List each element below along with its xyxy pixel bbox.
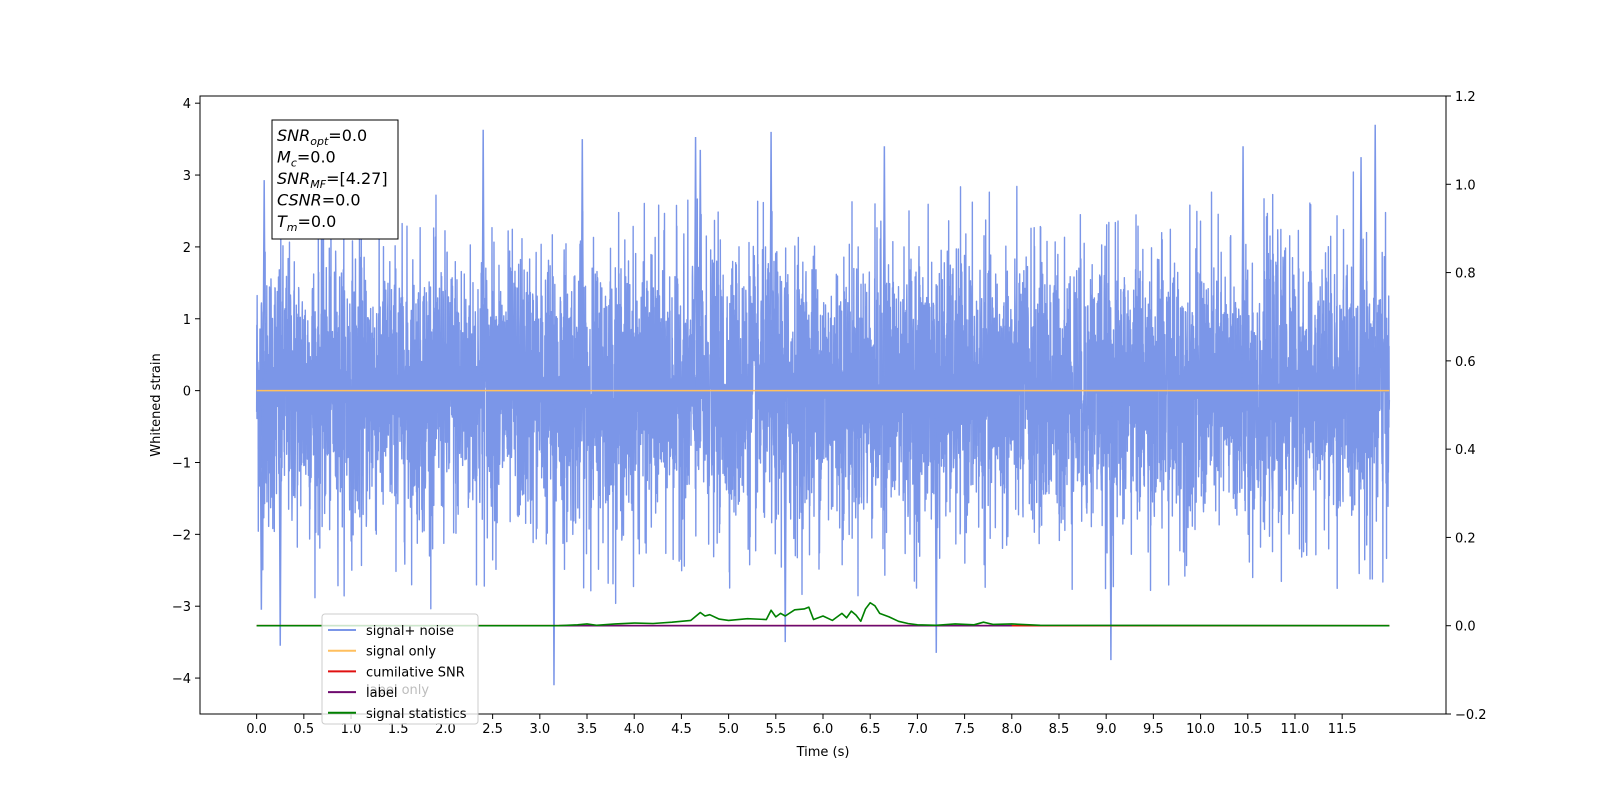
y-tick-label: 1: [183, 313, 191, 328]
x-axis-label: Time (s): [796, 745, 850, 760]
series-line-signal-statistics: [256, 601, 1390, 627]
legend: label only signal+ noise signal only cumila…: [321, 613, 479, 725]
data-point-peak: [882, 146, 887, 391]
y-tick-label: 0: [183, 385, 191, 400]
y2-tick-label: −0.2: [1455, 708, 1487, 723]
legend-label: cumilative SNR: [366, 665, 465, 680]
x-tick-label: 0.5: [293, 722, 314, 737]
data-point-peak: [698, 149, 703, 391]
data-point-peak: [1373, 124, 1378, 391]
x-tick-label: 8.5: [1049, 722, 1070, 737]
x-tick-label: 0.0: [246, 722, 267, 737]
annotation-line: CSNR=0.0: [277, 191, 361, 210]
annotation-frame: [271, 119, 399, 240]
legend-label: signal+ noise: [366, 624, 454, 639]
y-tick-label: −3: [172, 600, 191, 615]
y-tick-label: −4: [172, 672, 191, 687]
y-tick-label: 4: [183, 97, 191, 112]
y2-tick-label: 1.0: [1455, 178, 1476, 193]
x-tick-label: 7.5: [954, 722, 975, 737]
data-point-peak: [1241, 146, 1245, 391]
x-tick-label: 3.0: [529, 722, 550, 737]
y-axis-right: −0.2 0.0 0.2 0.4 0.6 0.8 1.0 1.2: [1446, 90, 1487, 723]
data-point-peak: [693, 136, 698, 391]
x-tick-label: 10.5: [1233, 722, 1262, 737]
x-tick-label: 10.0: [1186, 722, 1215, 737]
y2-tick-label: 0.4: [1455, 443, 1476, 458]
y2-tick-label: 0.6: [1455, 355, 1476, 370]
y2-tick-label: 0.2: [1455, 531, 1476, 546]
y2-tick-label: 1.2: [1455, 90, 1476, 105]
y-tick-label: −1: [172, 456, 191, 471]
legend-label: label: [366, 686, 397, 701]
data-point-peak: [481, 129, 486, 391]
data-point-peak: [262, 180, 267, 391]
x-tick-label: 7.0: [907, 722, 928, 737]
x-tick-label: 11.5: [1328, 722, 1357, 737]
x-tick-label: 5.5: [765, 722, 786, 737]
x-tick-label: 9.5: [1143, 722, 1164, 737]
y2-tick-label: 0.0: [1455, 620, 1476, 635]
x-axis: 0.0 0.5 1.0 1.5 2.0 2.5 3.0 3.5 4.0 4.5 5.0 5.5 6.0 6…: [246, 714, 1357, 737]
data-point-peak: [1359, 157, 1363, 391]
legend-label: signal statistics: [366, 707, 467, 722]
legend-frame: [321, 613, 479, 725]
x-tick-label: 8.0: [1001, 722, 1022, 737]
y-tick-label: 3: [183, 169, 191, 184]
y-axis-left: −4 −3 −2 −1 0 1 2 3 4: [172, 97, 200, 687]
x-tick-label: 6.0: [813, 722, 834, 737]
x-tick-label: 1.0: [341, 722, 362, 737]
annotation-line: SNRMF=[4.27]: [277, 169, 388, 191]
data-point-peak: [259, 390, 264, 610]
legend-label: signal only: [366, 645, 436, 660]
x-tick-label: 2.5: [482, 722, 503, 737]
legend-occluded-text: label only: [366, 683, 429, 698]
x-tick-label: 5.0: [718, 722, 739, 737]
x-tick-label: 4.5: [671, 722, 692, 737]
annotation-line: SNRopt=0.0: [277, 126, 367, 148]
x-tick-label: 9.0: [1096, 722, 1117, 737]
y2-tick-label: 0.8: [1455, 267, 1476, 282]
x-tick-label: 11.0: [1280, 722, 1309, 737]
y-tick-label: 2: [183, 241, 191, 256]
annotation-line: Tm=0.0: [277, 212, 336, 234]
data-point-peak: [769, 131, 774, 391]
x-tick-label: 2.0: [435, 722, 456, 737]
x-tick-label: 3.5: [577, 722, 598, 737]
x-tick-label: 4.0: [624, 722, 645, 737]
annotation-line: Mc=0.0: [277, 148, 336, 170]
y-tick-label: −2: [172, 528, 191, 543]
data-point-peak: [580, 139, 585, 391]
x-tick-label: 6.5: [860, 722, 881, 737]
y-axis-label: Whitened strain: [149, 353, 164, 456]
x-tick-label: 1.5: [388, 722, 409, 737]
series-line-signal-noise: [255, 171, 1391, 610]
